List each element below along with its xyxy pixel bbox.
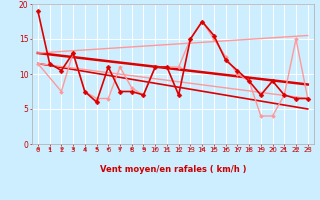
X-axis label: Vent moyen/en rafales ( km/h ): Vent moyen/en rafales ( km/h ) <box>100 165 246 174</box>
